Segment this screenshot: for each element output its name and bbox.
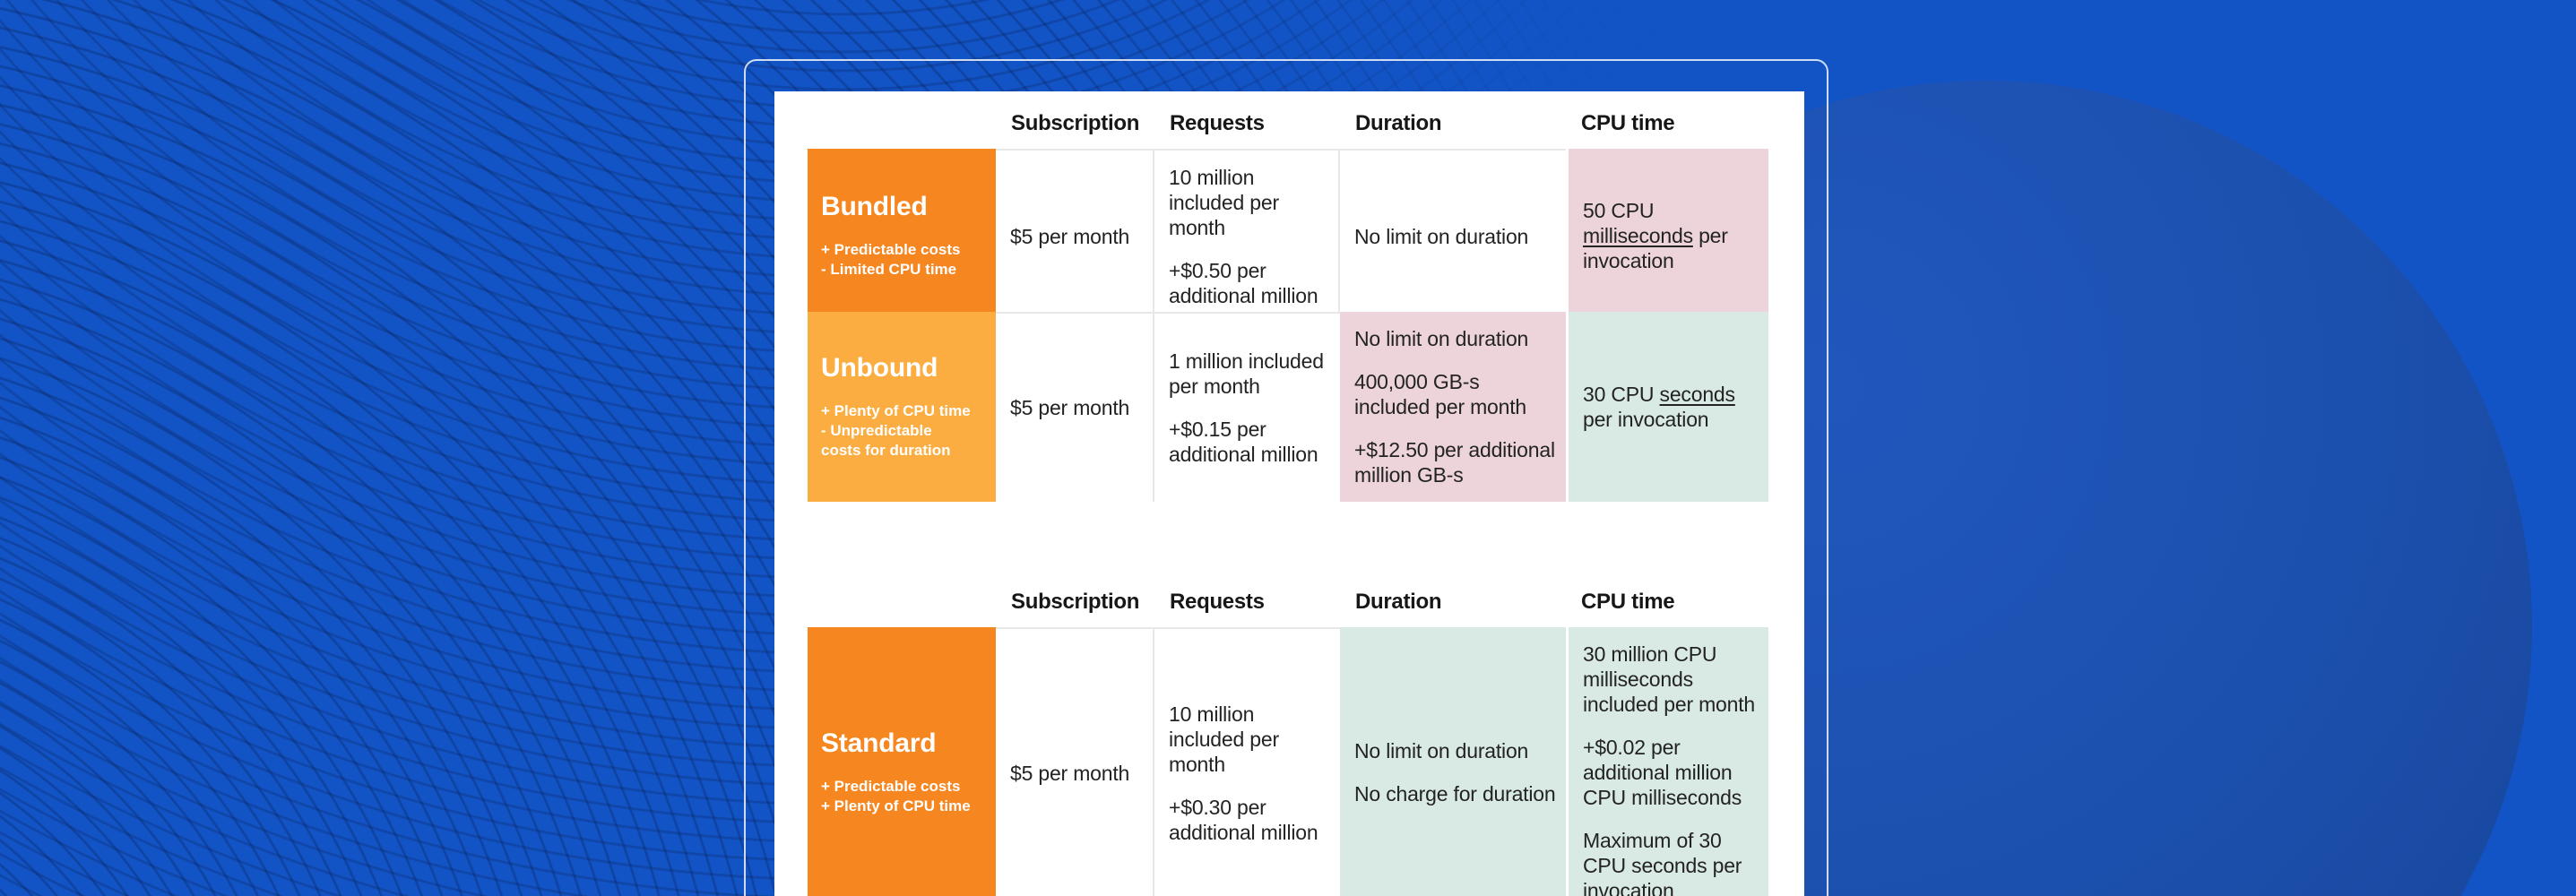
column-header-duration: Duration — [1355, 111, 1442, 135]
cell-paragraph: No charge for duration — [1354, 782, 1556, 806]
table-row-bundled: Bundled + Predictable costs - Limited CP… — [808, 149, 1768, 323]
column-header-plan-spacer — [808, 570, 996, 627]
cell-unbound-subscription: $5 per month — [996, 312, 1154, 502]
underlined-term: seconds — [1659, 383, 1735, 406]
cell-bundled-cpu-time: 50 CPU milliseconds per invocation — [1566, 149, 1768, 323]
cpu-text-post: per invocation — [1583, 408, 1709, 431]
column-header-cpu-time: CPU time — [1581, 590, 1675, 614]
cell-unbound-requests: 1 million included per month +$0.15 per … — [1154, 312, 1340, 502]
cell-paragraph: +$12.50 per additional million GB-s — [1354, 438, 1555, 487]
table-row-standard: Standard + Predictable costs + Plenty of… — [808, 627, 1768, 896]
plan-trait: - Unpredictable costs for duration — [821, 422, 951, 459]
cell-paragraph: 10 million included per month — [1169, 702, 1279, 776]
cpu-text-pre: 50 CPU — [1583, 199, 1655, 222]
cell-unbound-duration: No limit on duration 400,000 GB-s includ… — [1340, 312, 1566, 502]
plan-name: Bundled — [821, 192, 928, 221]
plan-cell-standard: Standard + Predictable costs + Plenty of… — [808, 627, 996, 896]
pricing-card: Subscription Requests Duration CPU time … — [774, 91, 1804, 896]
underlined-term: milliseconds — [1583, 224, 1693, 247]
plan-traits: + Predictable costs + Plenty of CPU time — [821, 777, 973, 816]
plan-trait: + Plenty of CPU time — [821, 797, 971, 814]
cell-paragraph: 10 million included per month — [1169, 166, 1279, 239]
cell-unbound-cpu-time: 30 CPU seconds per invocation — [1566, 312, 1768, 502]
plan-name: Unbound — [821, 353, 938, 383]
column-header-subscription: Subscription — [1011, 590, 1140, 614]
cell-standard-duration: No limit on duration No charge for durat… — [1340, 627, 1566, 896]
cell-paragraph: No limit on duration — [1354, 739, 1529, 762]
plans-table-legacy: Subscription Requests Duration CPU time … — [808, 91, 1768, 502]
plan-trait: + Predictable costs — [821, 778, 961, 795]
plan-traits: + Plenty of CPU time - Unpredictable cos… — [821, 401, 973, 461]
cell-standard-cpu-time: 30 million CPU milliseconds included per… — [1566, 627, 1768, 896]
cell-paragraph: +$0.50 per additional million — [1169, 259, 1318, 307]
cell-bundled-requests: 10 million included per month +$0.50 per… — [1154, 149, 1340, 323]
cell-paragraph: +$0.30 per additional million — [1169, 796, 1318, 844]
table-header-row: Subscription Requests Duration CPU time — [808, 91, 1768, 149]
column-header-requests: Requests — [1170, 590, 1265, 614]
cell-paragraph: 400,000 GB-s included per month — [1354, 370, 1527, 418]
column-header-requests: Requests — [1170, 111, 1265, 135]
cpu-text-post: per invocation — [1583, 224, 1728, 272]
plan-traits: + Predictable costs - Limited CPU time — [821, 240, 973, 280]
plan-name: Standard — [821, 728, 937, 758]
column-header-cpu-time: CPU time — [1581, 111, 1675, 135]
table-row-unbound: Unbound + Plenty of CPU time - Unpredict… — [808, 312, 1768, 502]
cell-standard-subscription: $5 per month — [996, 627, 1154, 896]
plan-trait: + Predictable costs — [821, 241, 961, 258]
cell-paragraph: No limit on duration — [1354, 327, 1529, 350]
cpu-text-pre: 30 CPU — [1583, 383, 1660, 406]
cell-paragraph: 50 CPU milliseconds per invocation — [1583, 198, 1761, 273]
cell-paragraph: No limit on duration — [1354, 225, 1529, 248]
plan-cell-bundled: Bundled + Predictable costs - Limited CP… — [808, 149, 996, 323]
plan-cell-unbound: Unbound + Plenty of CPU time - Unpredict… — [808, 312, 996, 502]
cell-paragraph: +$0.15 per additional million — [1169, 418, 1318, 466]
cell-standard-requests: 10 million included per month +$0.30 per… — [1154, 627, 1340, 896]
column-header-subscription: Subscription — [1011, 111, 1140, 135]
plan-trait: + Plenty of CPU time — [821, 402, 971, 419]
column-header-duration: Duration — [1355, 590, 1442, 614]
outline-frame — [744, 59, 1828, 896]
column-header-plan-spacer — [808, 91, 996, 149]
cell-paragraph: +$0.02 per additional million CPU millis… — [1583, 736, 1742, 809]
cell-paragraph: $5 per month — [1010, 396, 1130, 419]
plans-table-standard: Subscription Requests Duration CPU time … — [808, 570, 1768, 896]
cell-paragraph: Maximum of 30 CPU seconds per invocation — [1583, 829, 1742, 896]
cell-paragraph: 1 million included per month — [1169, 349, 1324, 398]
cell-paragraph: $5 per month — [1010, 762, 1130, 785]
cell-bundled-duration: No limit on duration — [1340, 149, 1566, 323]
cell-paragraph: $5 per month — [1010, 225, 1130, 248]
cell-bundled-subscription: $5 per month — [996, 149, 1154, 323]
cell-paragraph: 30 million CPU milliseconds included per… — [1583, 642, 1756, 716]
plan-trait: - Limited CPU time — [821, 261, 957, 278]
cell-paragraph: 30 CPU seconds per invocation — [1583, 382, 1761, 432]
table-header-row: Subscription Requests Duration CPU time — [808, 570, 1768, 627]
